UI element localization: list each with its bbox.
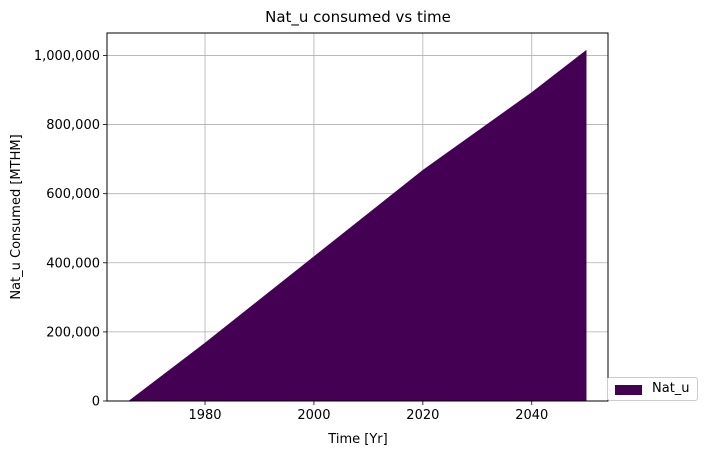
x-tick-label: 2040 — [515, 408, 548, 423]
x-axis-ticks: 1980 2000 2020 2040 — [188, 401, 548, 423]
y-tick-label: 600,000 — [46, 187, 100, 202]
chart-title: Nat_u consumed vs time — [265, 8, 451, 27]
x-tick-label: 1980 — [188, 408, 221, 423]
y-tick-label: 800,000 — [46, 118, 100, 133]
legend-label-nat-u: Nat_u — [652, 381, 690, 396]
y-tick-label: 0 — [92, 395, 100, 410]
y-axis-ticks: 0 200,000 400,000 600,000 800,000 1,000,000 — [34, 49, 107, 410]
plot-frame — [106, 32, 609, 402]
legend-swatch-nat-u — [615, 385, 642, 395]
x-tick-label: 2020 — [406, 408, 439, 423]
y-axis-label: Nat_u Consumed [MTHM] — [9, 134, 24, 299]
area-layer — [123, 49, 587, 402]
x-tick-label: 2000 — [297, 408, 330, 423]
y-tick-label: 200,000 — [46, 325, 100, 340]
area-series-nat-u — [123, 49, 587, 402]
x-axis-label: Time [Yr] — [327, 432, 387, 447]
y-tick-label: 400,000 — [46, 256, 100, 271]
legend: Nat_u — [607, 377, 698, 401]
y-tick-label: 1,000,000 — [34, 49, 100, 64]
